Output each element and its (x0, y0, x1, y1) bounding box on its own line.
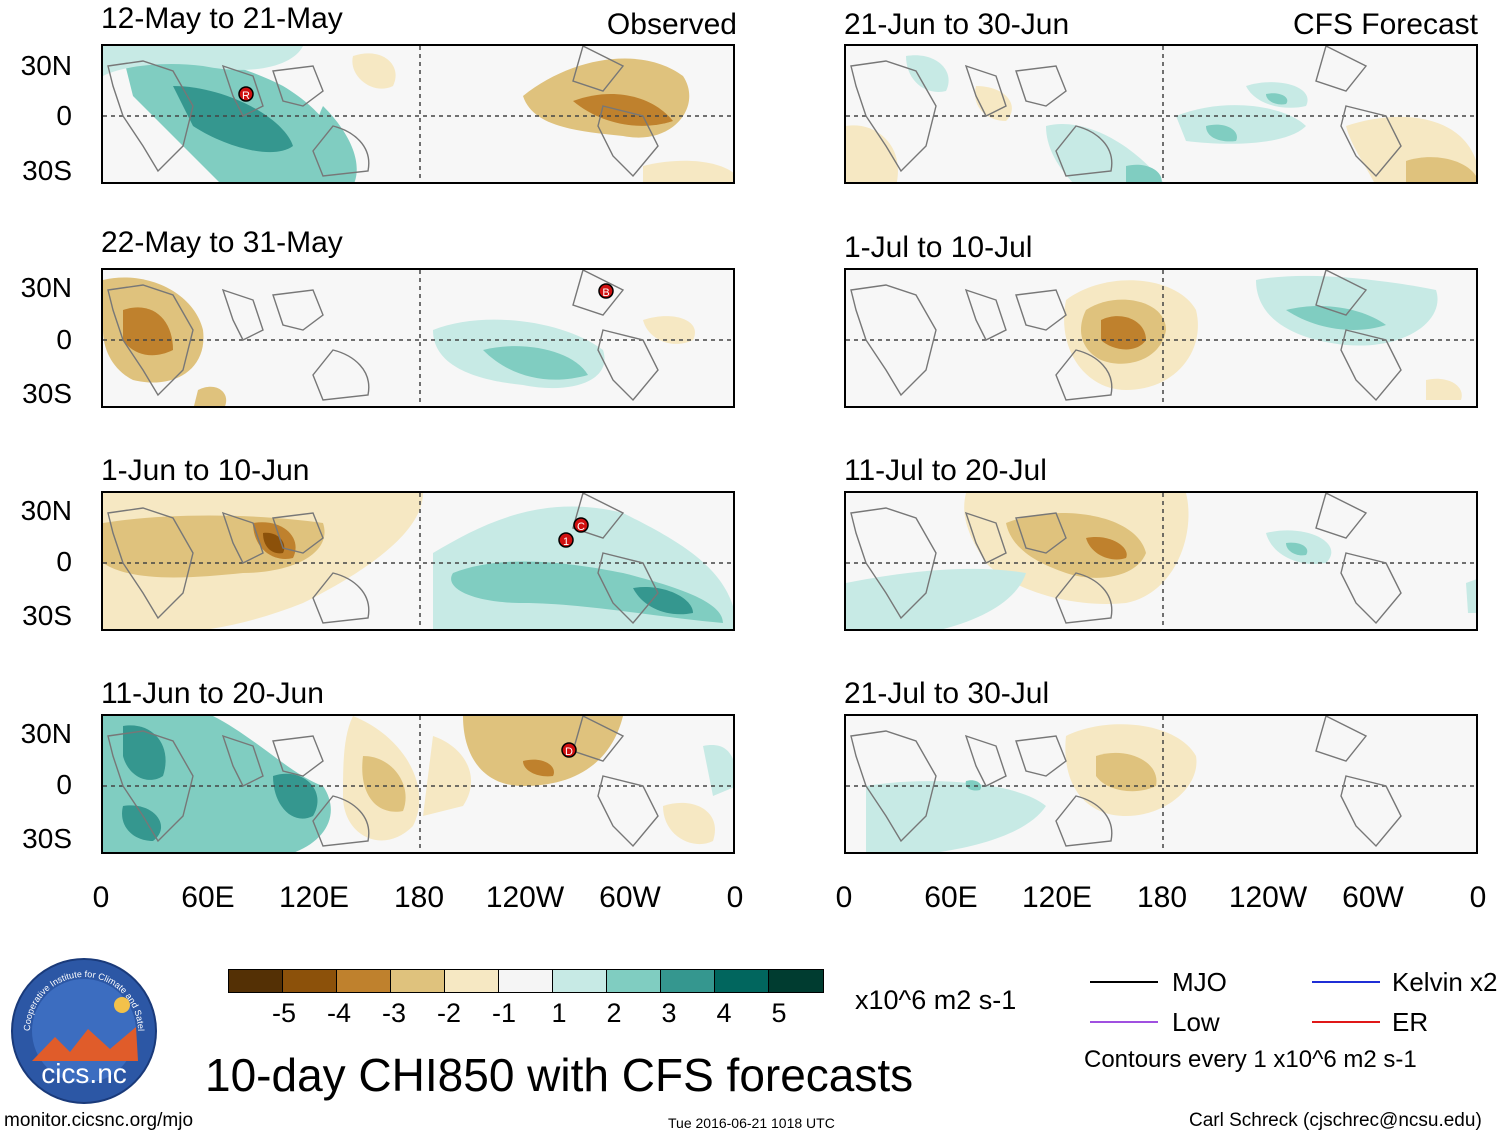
map-panel-1: R (101, 44, 735, 184)
panel-title-4: 11-Jun to 20-Jun (101, 677, 324, 710)
legend-label-mjo: MJO (1172, 967, 1227, 997)
colorbar (228, 969, 824, 993)
legend-label-kelvin: Kelvin x2 (1392, 967, 1498, 997)
colorbar-label: 3 (661, 998, 677, 1028)
panel-title-3: 1-Jun to 10-Jun (101, 454, 310, 487)
lat-label-30n: 30N (20, 718, 72, 749)
panel-tag-observed: Observed (606, 8, 737, 41)
legend-label-low: Low (1172, 1007, 1220, 1037)
marker-1-label: 1 (563, 536, 569, 548)
colorbar-swatch (391, 970, 445, 992)
map-panel-7 (844, 491, 1478, 631)
lat-label-30s: 30S (22, 378, 72, 409)
colorbar-swatch (661, 970, 715, 992)
footer-url[interactable]: monitor.cicsnc.org/mjo (4, 1110, 194, 1131)
legend-line-low (1090, 1021, 1158, 1023)
lon-label-60e: 60E (924, 881, 978, 914)
colorbar-swatch (337, 970, 391, 992)
marker-1 (558, 532, 574, 548)
colorbar-label: 1 (551, 998, 567, 1028)
cics-logo: Cooperative Institute for Climate and Sa… (7, 949, 158, 1105)
footer-author: Carl Schreck (cjschrec@ncsu.edu) (1189, 1110, 1482, 1131)
colorbar-label: -1 (491, 998, 516, 1028)
colorbar-swatch (553, 970, 607, 992)
lat-label-30n: 30N (20, 495, 72, 526)
map-panel-4: D (101, 714, 735, 854)
panel-tag-cfs-forecast: CFS Forecast (1292, 8, 1478, 41)
lon-label-120w: 120W (1228, 881, 1308, 914)
colorbar-label: -3 (381, 998, 406, 1028)
lat-label-30s: 30S (22, 600, 72, 631)
lon-label-0-end: 0 (1469, 881, 1487, 914)
colorbar-swatch (607, 970, 661, 992)
marker-d-label: D (565, 746, 573, 758)
marker-d (561, 742, 577, 758)
lon-label-180: 180 (1136, 881, 1188, 914)
lon-label-180: 180 (393, 881, 445, 914)
lon-label-60w: 60W (1342, 881, 1404, 914)
lat-label-30n: 30N (20, 272, 72, 303)
marker-c-label: C (577, 521, 585, 533)
legend-line-er (1312, 1021, 1380, 1023)
logo-text: cics.nc (41, 1058, 127, 1089)
panel-title-1: 12-May to 21-May (101, 2, 343, 35)
marker-r-label: R (242, 90, 250, 102)
lat-label-30s: 30S (22, 823, 72, 854)
colorbar-label: 4 (716, 998, 732, 1028)
marker-b (598, 283, 614, 299)
panel-title-8: 21-Jul to 30-Jul (844, 677, 1050, 710)
map-panel-2: B (101, 268, 735, 408)
contours-note: Contours every 1 x10^6 m2 s-1 (1084, 1046, 1417, 1073)
map-panel-3: 1 C (101, 491, 735, 631)
chart-title: 10-day CHI850 with CFS forecasts (205, 1049, 914, 1101)
marker-r (238, 86, 254, 102)
legend-line-mjo (1090, 981, 1158, 983)
marker-c (573, 517, 589, 533)
colorbar-label: 5 (771, 998, 787, 1028)
panel-title-2: 22-May to 31-May (101, 226, 343, 259)
colorbar-label: -4 (326, 998, 351, 1028)
lon-label-0-end: 0 (726, 881, 744, 914)
colorbar-swatch (445, 970, 499, 992)
map-panel-6 (844, 268, 1478, 408)
lat-label-0: 0 (56, 324, 72, 355)
lat-label-30n: 30N (20, 50, 72, 81)
lat-label-30s: 30S (22, 155, 72, 186)
colorbar-label: -5 (271, 998, 296, 1028)
lat-label-0: 0 (56, 546, 72, 577)
lon-label-120w: 120W (485, 881, 565, 914)
lon-label-60e: 60E (181, 881, 235, 914)
lon-label-120e: 120E (1021, 881, 1093, 914)
map-panel-8 (844, 714, 1478, 854)
colorbar-label: 2 (606, 998, 622, 1028)
colorbar-units: x10^6 m2 s-1 (855, 985, 1017, 1015)
colorbar-swatch (499, 970, 553, 992)
legend-label-er: ER (1392, 1007, 1429, 1037)
map-panel-5 (844, 44, 1478, 184)
panel-title-6: 1-Jul to 10-Jul (844, 231, 1033, 264)
colorbar-swatch (769, 970, 823, 992)
panel-title-5: 21-Jun to 30-Jun (844, 8, 1070, 41)
colorbar-swatch (283, 970, 337, 992)
lat-label-0: 0 (56, 769, 72, 800)
lon-label-0: 0 (835, 881, 853, 914)
colorbar-swatch (229, 970, 283, 992)
colorbar-swatch (715, 970, 769, 992)
footer-timestamp: Tue 2016-06-21 1018 UTC (668, 1115, 835, 1131)
legend-line-kelvin (1312, 981, 1380, 983)
lon-label-120e: 120E (278, 881, 350, 914)
panel-title-7: 11-Jul to 20-Jul (844, 454, 1047, 487)
lon-label-60w: 60W (599, 881, 661, 914)
marker-b-label: B (602, 287, 609, 299)
lat-label-0: 0 (56, 100, 72, 131)
colorbar-label: -2 (436, 998, 461, 1028)
lon-label-0: 0 (92, 881, 110, 914)
